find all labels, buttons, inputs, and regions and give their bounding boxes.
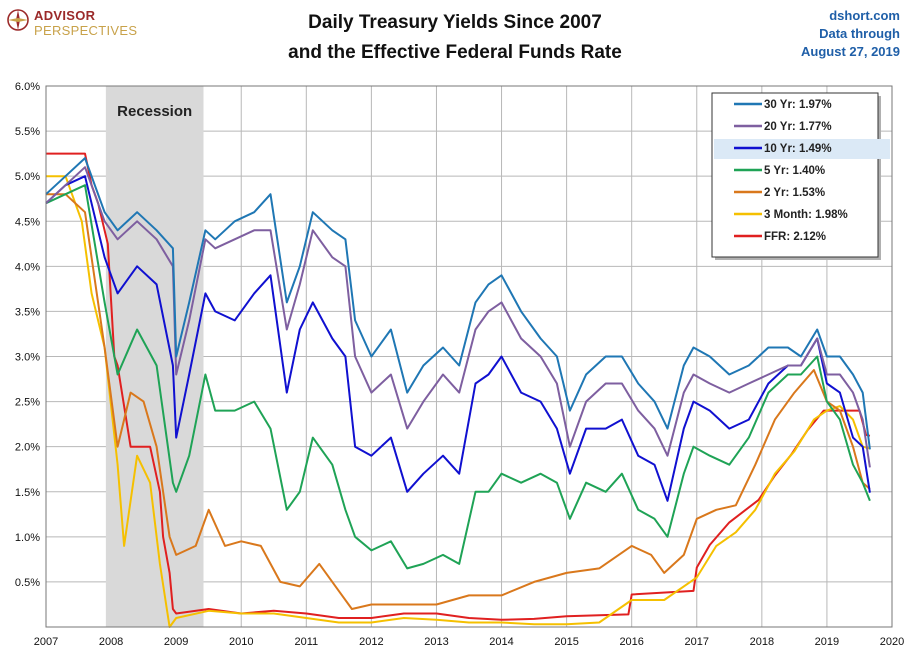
recession-band: Recession [105,86,204,627]
legend-entry: 10 Yr: 1.49% [764,143,832,155]
x-tick-label: 2015 [554,636,578,648]
x-tick-label: 2007 [34,636,58,648]
series-lines [45,152,871,628]
series-line [45,166,871,468]
advisor-perspectives-logo: ADVISOR PERSPECTIVES [6,6,146,40]
source-date: August 27, 2019 [801,44,900,59]
recession-shade [105,86,204,627]
y-tick-label: 6.0% [15,81,40,93]
legend-entry: 30 Yr: 1.97% [764,99,832,111]
chart-title-line1: Daily Treasury Yields Since 2007 [308,12,602,33]
legend-entry: 5 Yr: 1.40% [764,165,825,177]
y-tick-label: 3.5% [15,306,40,318]
x-tick-label: 2019 [815,636,839,648]
compass-icon [7,9,29,31]
legend-entry: 3 Month: 1.98% [764,209,848,221]
legend-entry: 2 Yr: 1.53% [764,187,825,199]
y-tick-label: 4.0% [15,261,40,273]
x-tick-label: 2020 [880,636,904,648]
chart-title-line2: and the Effective Federal Funds Rate [288,42,622,63]
y-tick-label: 5.0% [15,171,40,183]
legend-entry: FFR: 2.12% [764,231,826,243]
source-data-through: Data through [819,26,900,41]
y-tick-label: 4.5% [15,216,40,228]
x-tick-label: 2017 [685,636,709,648]
series-line [46,175,871,628]
logo-text-perspectives: PERSPECTIVES [34,23,138,38]
chart-legend: 30 Yr: 1.97% 20 Yr: 1.77% 10 Yr: 1.49% 5 Yr… [711,92,890,260]
y-tick-label: 3.0% [15,352,40,364]
x-tick-label: 2009 [164,636,188,648]
x-tick-label: 2010 [229,636,253,648]
x-tick-label: 2013 [424,636,448,648]
legend-entry: 20 Yr: 1.77% [764,121,832,133]
y-tick-label: 2.5% [15,397,40,409]
y-tick-label: 2.0% [15,442,40,454]
plot-border [45,85,893,628]
y-tick-label: 1.0% [15,532,40,544]
x-tick-label: 2008 [99,636,123,648]
y-tick-label: 5.5% [15,126,40,138]
series-line [45,157,871,450]
x-tick-label: 2018 [750,636,774,648]
x-tick-label: 2011 [294,636,318,648]
y-tick-label: 1.5% [15,487,40,499]
x-tick-label: 2012 [359,636,383,648]
logo-text-advisor: ADVISOR [34,8,96,23]
x-tick-label: 2014 [489,636,513,648]
legend-box [711,92,879,258]
recession-label: Recession [117,103,192,120]
chart-axes: 6.0% 5.5% 5.0% 4.5% 4.0% 3.5% 3.0% 2.5% 2.0% 1.5%… [15,81,904,648]
series-line [46,193,871,610]
y-tick-label: 0.5% [15,577,40,589]
series-line [45,175,871,502]
source-site[interactable]: dshort.com [829,8,900,23]
series-line [45,184,871,570]
x-tick-label: 2016 [619,636,643,648]
legend-highlight [714,139,890,159]
